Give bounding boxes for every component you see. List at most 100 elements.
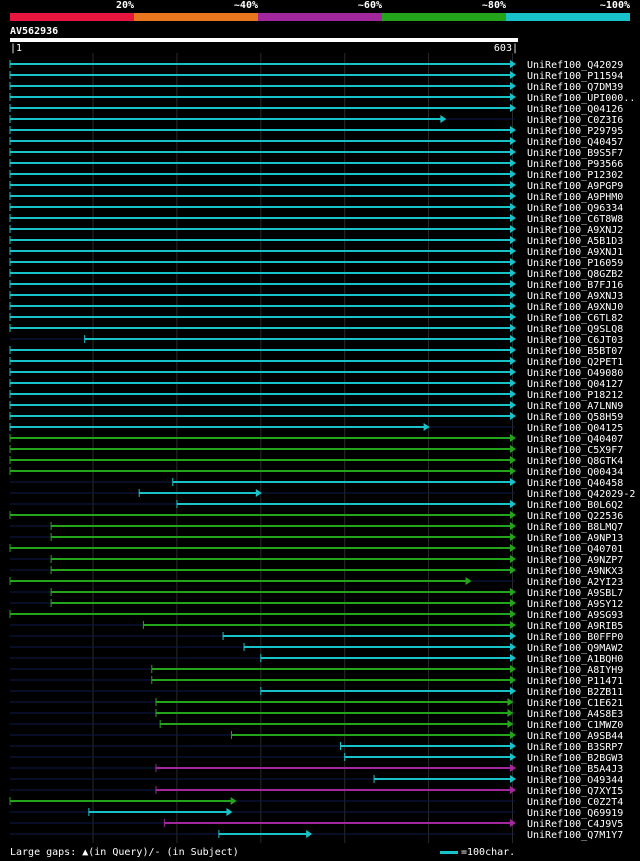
hit-name-link[interactable]: UniRef100_A8IYH9 [527,665,623,676]
hit-row[interactable]: UniRef100_C6TL82 [9,313,623,324]
hit-name-link[interactable]: UniRef100_A9SY12 [527,599,623,610]
hit-name-link[interactable]: UniRef100_Q8GZB2 [527,269,623,280]
hit-name-link[interactable]: UniRef100_P16059 [527,258,623,269]
hit-row[interactable]: UniRef100_A1BQH0 [10,654,623,665]
hit-row[interactable]: UniRef100_Q40407 [9,434,623,445]
hit-name-link[interactable]: UniRef100_Q40457 [527,137,623,148]
hit-name-link[interactable]: UniRef100_P11471 [527,676,623,687]
query-name[interactable]: AV562936 [10,26,59,37]
hit-name-link[interactable]: UniRef100_B8LMQ7 [527,522,623,533]
hit-row[interactable]: UniRef100_O49080 [9,368,623,379]
hit-row[interactable]: UniRef100_P18212 [9,390,623,401]
hit-name-link[interactable]: UniRef100_A9XNJ1 [527,247,623,258]
hit-name-link[interactable]: UniRef100_UPI000.. [527,93,635,104]
hit-row[interactable]: UniRef100_A5B1D3 [9,236,623,247]
hit-name-link[interactable]: UniRef100_C5X9F7 [527,445,623,456]
hit-row[interactable]: UniRef100_A7LNN9 [9,401,623,412]
hit-name-link[interactable]: UniRef100_P11594 [527,71,623,82]
hit-name-link[interactable]: UniRef100_B7FJ16 [527,280,623,291]
hit-row[interactable]: UniRef100_Q69919 [10,808,623,819]
hit-name-link[interactable]: UniRef100_Q42029 [527,60,623,71]
hit-name-link[interactable]: UniRef100_Q2PET1 [527,357,623,368]
hit-row[interactable]: UniRef100_A9SB44 [10,731,623,742]
hit-name-link[interactable]: UniRef100_B9S5F7 [527,148,623,159]
hit-row[interactable]: UniRef100_Q42029 [9,60,623,71]
hit-row[interactable]: UniRef100_Q8GZB2 [9,269,623,280]
hit-name-link[interactable]: UniRef100_Q8GTK4 [527,456,623,467]
hit-row[interactable]: UniRef100_B0FFP0 [10,632,623,643]
hit-name-link[interactable]: UniRef100_B0FFP0 [527,632,623,643]
hit-name-link[interactable]: UniRef100_A2YI23 [527,577,623,588]
hit-row[interactable]: UniRef100_A9NZP7 [10,555,623,566]
hit-name-link[interactable]: UniRef100_A9SB44 [527,731,623,742]
hit-name-link[interactable]: UniRef100_Q40407 [527,434,623,445]
hit-row[interactable]: UniRef100_P16059 [9,258,623,269]
hit-name-link[interactable]: UniRef100_Q58H59 [527,412,623,423]
hit-name-link[interactable]: UniRef100_A7LNN9 [527,401,623,412]
hit-row[interactable]: UniRef100_A8IYH9 [10,665,623,676]
hit-row[interactable]: UniRef100_C1MWZ0 [10,720,623,731]
hit-row[interactable]: UniRef100_A4S8E3 [10,709,623,720]
hit-name-link[interactable]: UniRef100_C6T8W8 [527,214,623,225]
hit-row[interactable]: UniRef100_Q40457 [9,137,623,148]
hit-row[interactable]: UniRef100_B5A4J3 [10,764,623,775]
hit-row[interactable]: UniRef100_Q04127 [9,379,623,390]
hit-row[interactable]: UniRef100_C5X9F7 [9,445,623,456]
hit-name-link[interactable]: UniRef100_B2BGW3 [527,753,623,764]
hit-row[interactable]: UniRef100_Q58H59 [9,412,623,423]
hit-name-link[interactable]: UniRef100_A9XNJ2 [527,225,623,236]
hit-name-link[interactable]: UniRef100_Q7XYI5 [527,786,623,797]
hit-name-link[interactable]: UniRef100_P29795 [527,126,623,137]
hit-name-link[interactable]: UniRef100_Q9SLQ8 [527,324,623,335]
hit-row[interactable]: UniRef100_A9PHM0 [9,192,623,203]
hit-row[interactable]: UniRef100_UPI000.. [9,93,635,104]
hit-name-link[interactable]: UniRef100_Q40458 [527,478,623,489]
hit-row[interactable]: UniRef100_Q42029-2 [10,489,635,500]
hit-row[interactable]: UniRef100_B8LMQ7 [10,522,623,533]
hit-name-link[interactable]: UniRef100_C4J9V5 [527,819,623,830]
hit-row[interactable]: UniRef100_A9XNJ0 [9,302,623,313]
hit-name-link[interactable]: UniRef100_Q22536 [527,511,623,522]
hit-row[interactable]: UniRef100_Q04125 [9,423,623,434]
hit-name-link[interactable]: UniRef100_Q04127 [527,379,623,390]
hit-row[interactable]: UniRef100_A9XNJ1 [9,247,623,258]
hit-row[interactable]: UniRef100_C6JT03 [10,335,623,346]
hit-row[interactable]: UniRef100_C4J9V5 [10,819,623,830]
hit-name-link[interactable]: UniRef100_A9SG93 [527,610,623,621]
hit-row[interactable]: UniRef100_B0L6Q2 [10,500,623,511]
hit-row[interactable]: UniRef100_Q9MAW2 [10,643,623,654]
hit-row[interactable]: UniRef100_Q2PET1 [9,357,623,368]
hit-row[interactable]: UniRef100_P93566 [9,159,623,170]
hit-name-link[interactable]: UniRef100_B0L6Q2 [527,500,623,511]
hit-row[interactable]: UniRef100_B2BGW3 [10,753,623,764]
hit-row[interactable]: UniRef100_B5BT07 [9,346,623,357]
hit-name-link[interactable]: UniRef100_C0Z3I6 [527,115,623,126]
hit-name-link[interactable]: UniRef100_P12302 [527,170,623,181]
hit-row[interactable]: UniRef100_Q40458 [10,478,623,489]
hit-row[interactable]: UniRef100_C1E621 [10,698,623,709]
hit-row[interactable]: UniRef100_O49344 [10,775,623,786]
hit-row[interactable]: UniRef100_Q22536 [9,511,623,522]
hit-name-link[interactable]: UniRef100_Q69919 [527,808,623,819]
hit-row[interactable]: UniRef100_Q9SLQ8 [9,324,623,335]
hit-name-link[interactable]: UniRef100_A5B1D3 [527,236,623,247]
hit-row[interactable]: UniRef100_C6T8W8 [9,214,623,225]
hit-name-link[interactable]: UniRef100_A9XNJ3 [527,291,623,302]
hit-name-link[interactable]: UniRef100_Q40701 [527,544,623,555]
hit-row[interactable]: UniRef100_Q8GTK4 [9,456,623,467]
hit-name-link[interactable]: UniRef100_Q96334 [527,203,623,214]
hit-row[interactable]: UniRef100_Q40701 [9,544,623,555]
hit-name-link[interactable]: UniRef100_A9RIB5 [527,621,623,632]
hit-name-link[interactable]: UniRef100_C1MWZ0 [527,720,623,731]
hit-row[interactable]: UniRef100_Q7XYI5 [10,786,623,797]
hit-row[interactable]: UniRef100_A9SY12 [10,599,623,610]
hit-row[interactable]: UniRef100_Q7DM39 [9,82,623,93]
hit-row[interactable]: UniRef100_A9NP13 [10,533,623,544]
hit-name-link[interactable]: UniRef100_B5BT07 [527,346,623,357]
hit-row[interactable]: UniRef100_P11594 [9,71,623,82]
hit-name-link[interactable]: UniRef100_C6JT03 [527,335,623,346]
hit-name-link[interactable]: UniRef100_A9XNJ0 [527,302,623,313]
hit-row[interactable]: UniRef100_B3SRP7 [10,742,623,753]
hit-name-link[interactable]: UniRef100_Q04126 [527,104,623,115]
hit-row[interactable]: UniRef100_P12302 [9,170,623,181]
